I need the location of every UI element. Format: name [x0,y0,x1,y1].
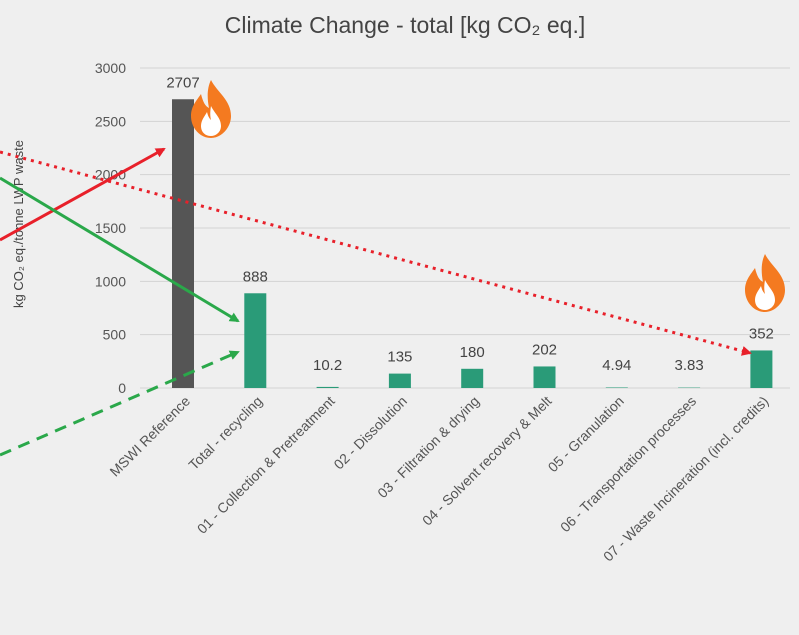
data-label: 2707 [166,74,199,91]
data-label: 10.2 [313,357,342,374]
x-tick-label: MSWI Reference [106,393,193,480]
bar [244,293,267,388]
chart-title: Climate Change - total [kg CO₂ eq.] [225,12,585,38]
x-tick-label: 02 - Dissolution [330,393,410,473]
x-tick-label: Total - recycling [185,393,265,473]
flame-icon [745,254,785,312]
y-tick-label: 2500 [95,113,126,129]
bar [172,99,194,389]
y-tick-label: 1500 [95,220,126,236]
bar [388,373,411,388]
data-label: 180 [460,344,485,361]
x-tick-label: 01 - Collection & Pretreatment [194,393,338,537]
data-label: 135 [387,349,412,366]
gridlines [140,67,790,389]
bar [533,366,556,388]
bar [461,368,484,388]
bar [316,386,339,388]
y-axis-label: kg CO₂ eq./tonne LWP waste [11,140,26,308]
x-tick-label: 04 - Solvent recovery & Melt [419,393,555,529]
red-solid-arrow [0,147,166,242]
y-tick-label: 3000 [95,60,126,76]
x-tick-label: 06 - Transportation processes [557,393,699,535]
data-label: 352 [749,325,774,342]
y-tick-label: 500 [103,327,127,343]
data-label: 4.94 [602,357,631,374]
data-label: 202 [532,341,557,358]
data-label: 3.83 [674,357,703,374]
data-labels: 2707 888 10.2 135 180 202 4.94 3.83 352 [166,74,774,374]
flame-icon [191,80,231,138]
annotation-arrows [0,147,752,457]
y-tick-label: 1000 [95,273,126,289]
x-tick-label: 05 - Granulation [545,393,627,475]
bar [750,350,773,388]
red-dotted-arrow [0,150,752,356]
y-tick-label: 0 [118,380,126,396]
green-solid-arrow [0,176,240,323]
x-tick-label: 07 - Waste Incineration (incl. credits) [600,393,772,565]
bars [172,99,773,389]
data-label: 888 [243,268,268,285]
bar [605,387,628,388]
green-dashed-arrow [0,350,240,457]
